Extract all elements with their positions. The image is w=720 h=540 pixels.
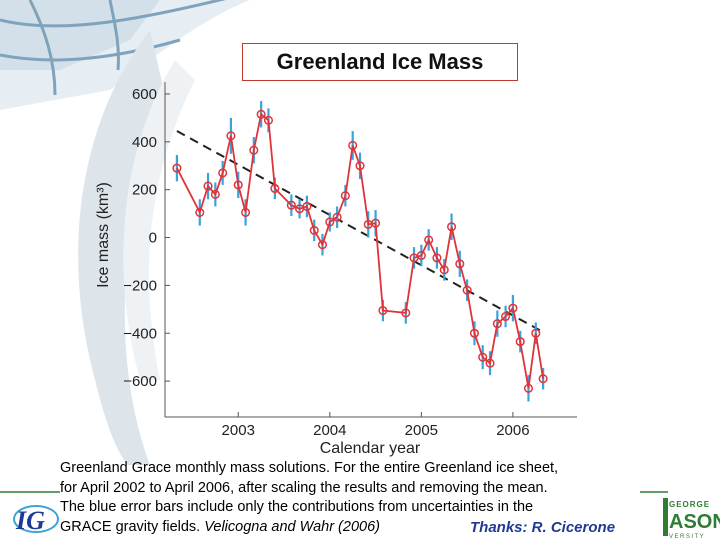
data-point	[218, 168, 228, 178]
data-point	[249, 145, 259, 155]
y-tick-label: −200	[123, 277, 157, 294]
citation: Velicogna and Wahr (2006)	[204, 518, 380, 535]
data-point	[501, 311, 511, 322]
data-point	[203, 181, 213, 191]
gmu-logo-line2: ASON	[669, 511, 720, 533]
globe-graphic	[0, 0, 250, 110]
y-tick-label: −400	[123, 325, 157, 342]
gmu-logo-bar	[663, 498, 668, 536]
figure-caption: Greenland Grace monthly mass solutions. …	[60, 459, 660, 537]
data-point	[378, 305, 388, 316]
gmu-logo: GEORGE ASON VERSITY	[663, 498, 720, 540]
x-tick-label: 2005	[405, 422, 438, 439]
data-point	[523, 383, 534, 393]
ig-logo: IG	[13, 505, 59, 535]
ig-logo-swoosh	[13, 505, 59, 533]
chart-axes: −600 −400 −200 0 200 400 600 2003 2004 2005 2006	[123, 82, 577, 439]
y-tick-label: 400	[132, 134, 157, 151]
data-point	[462, 285, 472, 295]
data-point	[172, 163, 182, 173]
data-point	[455, 259, 465, 269]
series-line	[176, 112, 544, 389]
data-point	[210, 189, 220, 200]
x-axis-label: Calendar year	[320, 440, 421, 457]
caption-line: GRACE gravity fields. Velicogna and Wahr…	[60, 518, 660, 538]
data-point	[263, 115, 274, 125]
data-point	[270, 183, 280, 194]
y-tick-label: −600	[123, 373, 157, 390]
y-axis-label: Ice mass (km³)	[95, 182, 112, 288]
data-point	[317, 240, 328, 250]
x-tick-label: 2006	[496, 422, 529, 439]
x-tick-label: 2004	[313, 422, 346, 439]
data-point	[469, 328, 480, 338]
data-point	[508, 303, 518, 313]
data-point	[416, 250, 426, 261]
caption-line-text: GRACE gravity fields.	[60, 518, 201, 535]
data-point	[241, 207, 251, 217]
data-point	[332, 212, 342, 222]
data-point	[256, 109, 266, 119]
data-point	[226, 131, 236, 141]
ig-logo-text: IG	[15, 506, 45, 535]
data-point	[439, 265, 449, 275]
y-tick-label: 0	[149, 230, 157, 247]
left-swoosh	[78, 30, 195, 465]
gmu-logo-line3: VERSITY	[669, 534, 705, 540]
data-point	[432, 253, 442, 263]
data-point	[538, 374, 548, 384]
data-point	[355, 161, 365, 171]
slide-title: Greenland Ice Mass	[242, 43, 518, 81]
thanks-credit: Thanks: R. Cicerone	[470, 519, 616, 536]
caption-line: The blue error bars include only the con…	[60, 499, 534, 515]
data-point	[401, 308, 411, 318]
data-point	[348, 140, 358, 150]
data-point	[325, 217, 335, 227]
y-tick-label: 200	[132, 182, 157, 199]
series-layer	[172, 109, 548, 393]
y-tick-label: 600	[132, 86, 157, 103]
data-point	[302, 201, 312, 211]
data-point	[195, 207, 205, 217]
caption-line: Greenland Grace monthly mass solutions. …	[60, 460, 559, 476]
data-point	[340, 191, 350, 201]
data-point	[485, 358, 495, 368]
data-point	[309, 225, 319, 235]
data-point	[371, 218, 381, 228]
data-point	[478, 352, 488, 362]
x-tick-label: 2003	[222, 422, 255, 439]
data-point	[492, 319, 502, 329]
trend-line-layer	[176, 130, 544, 333]
data-point	[447, 222, 457, 232]
data-point	[233, 180, 243, 190]
data-point	[531, 328, 541, 338]
trend-line	[176, 130, 544, 333]
data-point	[515, 337, 525, 347]
data-point	[286, 200, 296, 210]
caption-line: for April 2002 to April 2006, after scal…	[60, 479, 548, 496]
data-point	[424, 235, 434, 245]
gmu-logo-line1: GEORGE	[669, 500, 710, 509]
